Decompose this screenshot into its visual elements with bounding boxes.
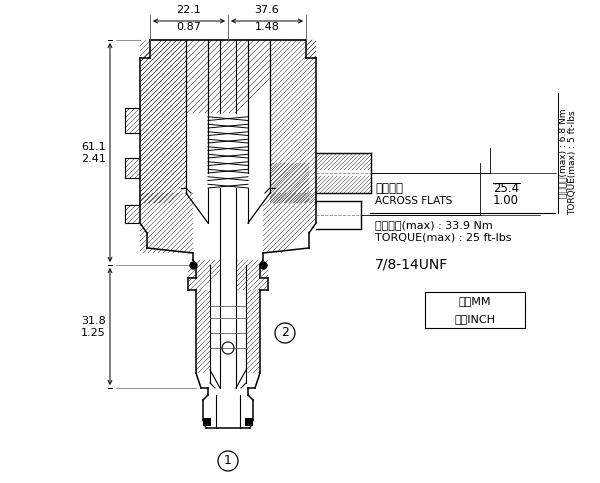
FancyBboxPatch shape (425, 292, 525, 328)
Text: 37.6: 37.6 (254, 5, 280, 15)
Text: 對邊寬度: 對邊寬度 (375, 182, 403, 195)
Text: 1.25: 1.25 (81, 327, 106, 338)
Text: 31.8: 31.8 (81, 315, 106, 326)
Text: 1.48: 1.48 (254, 22, 280, 32)
Text: 22.1: 22.1 (176, 5, 202, 15)
Text: 61.1: 61.1 (82, 142, 106, 152)
Text: 0.87: 0.87 (176, 22, 202, 32)
Text: 1.00: 1.00 (493, 195, 519, 208)
Text: 安裝扭矩(max) : 33.9 Nm: 安裝扭矩(max) : 33.9 Nm (375, 220, 493, 230)
Text: ACROSS FLATS: ACROSS FLATS (375, 196, 452, 206)
Bar (245, 418, 253, 426)
Text: 7/8-14UNF: 7/8-14UNF (375, 258, 448, 272)
Text: 毫米MM: 毫米MM (459, 296, 491, 306)
Text: 1: 1 (224, 455, 232, 468)
Text: 英寸INCH: 英寸INCH (455, 314, 496, 324)
Text: TORQUE(max) : 5 ft-lbs: TORQUE(max) : 5 ft-lbs (569, 111, 577, 215)
Text: 安裝扭矩(max) : 6.8 Nm: 安裝扭矩(max) : 6.8 Nm (559, 108, 568, 198)
Text: 2: 2 (281, 327, 289, 340)
Bar (203, 418, 211, 426)
Text: TORQUE(max) : 25 ft-lbs: TORQUE(max) : 25 ft-lbs (375, 233, 512, 243)
Text: 2.41: 2.41 (81, 154, 106, 164)
Text: 25.4: 25.4 (493, 182, 519, 195)
